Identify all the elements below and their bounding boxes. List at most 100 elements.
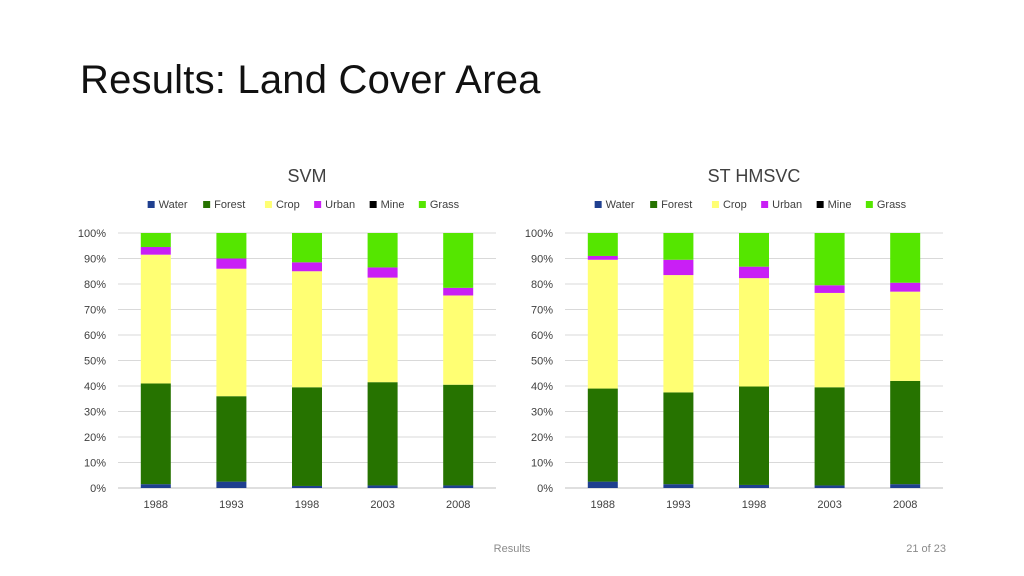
x-tick-label: 1988 — [144, 499, 168, 511]
bar-crop-2003 — [367, 277, 398, 383]
bar-crop-1993 — [216, 268, 247, 397]
legend-item-water: Water — [147, 199, 188, 211]
bar-water-2003 — [814, 485, 845, 488]
legend-label-mine: Mine — [381, 199, 405, 211]
page-number: 21 of 23 — [906, 543, 946, 555]
bar-water-2008 — [890, 484, 921, 488]
bar-forest-2003 — [367, 382, 398, 486]
bar-grass-1998 — [292, 233, 322, 263]
legend-item-crop: Crop — [264, 199, 300, 211]
legend-label-water: Water — [159, 199, 188, 211]
bar-crop-2008 — [890, 291, 921, 381]
slide-title: Results: Land Cover Area — [80, 58, 541, 102]
bar-forest-1998 — [739, 386, 769, 485]
x-tick-label: 2003 — [817, 499, 841, 511]
legend-swatch-grass — [865, 201, 873, 208]
legend-label-grass: Grass — [430, 199, 460, 211]
bar-forest-1993 — [663, 392, 694, 485]
y-tick-label: 60% — [84, 330, 106, 342]
bar-water-1998 — [739, 484, 769, 488]
bar-urban-1988 — [587, 255, 618, 260]
legend-swatch-water — [147, 201, 155, 208]
legend-swatch-forest — [203, 201, 211, 208]
y-tick-label: 80% — [84, 279, 106, 291]
legend-item-crop: Crop — [711, 199, 747, 211]
legend-item-forest: Forest — [650, 199, 692, 211]
bar-forest-1993 — [216, 396, 247, 482]
bar-urban-1998 — [739, 266, 769, 279]
y-tick-label: 40% — [531, 381, 553, 393]
legend-label-forest: Forest — [661, 199, 692, 211]
x-tick-label: 1993 — [219, 499, 243, 511]
bar-water-1988 — [587, 481, 618, 488]
x-tick-label: 1988 — [591, 499, 615, 511]
bar-water-1993 — [216, 481, 247, 488]
y-tick-label: 20% — [531, 432, 553, 444]
chart-svm: SVM Water Forest Crop Urban Mine Grass 0% 10% 20%… — [68, 160, 508, 520]
y-tick-label: 10% — [84, 458, 106, 470]
legend-item-urban: Urban — [761, 199, 802, 211]
legend-item-mine: Mine — [816, 199, 852, 211]
y-tick-label: 90% — [531, 254, 553, 266]
bar-crop-1998 — [739, 278, 769, 387]
legend-label-urban: Urban — [325, 199, 355, 211]
y-tick-label: 60% — [531, 330, 553, 342]
x-tick-label: 2008 — [893, 499, 917, 511]
legend-item-grass: Grass — [418, 199, 460, 211]
legend-label-mine: Mine — [828, 199, 852, 211]
chart-title: SVM — [287, 166, 326, 186]
x-tick-label: 1998 — [742, 499, 766, 511]
legend-swatch-mine — [369, 201, 377, 208]
bar-forest-1988 — [140, 383, 171, 485]
x-tick-label: 2008 — [446, 499, 470, 511]
bar-forest-2003 — [814, 387, 845, 486]
y-tick-label: 0% — [537, 483, 553, 495]
bar-grass-2008 — [890, 233, 921, 283]
bar-grass-1993 — [216, 233, 247, 259]
legend-label-grass: Grass — [877, 199, 907, 211]
bar-water-1988 — [140, 484, 171, 488]
legend-swatch-mine — [816, 201, 824, 208]
legend-label-crop: Crop — [276, 199, 300, 211]
legend-item-grass: Grass — [865, 199, 907, 211]
bar-crop-1998 — [292, 271, 322, 388]
bar-crop-1993 — [663, 275, 694, 393]
y-tick-label: 100% — [78, 228, 106, 240]
bar-urban-2008 — [443, 287, 474, 296]
legend-label-crop: Crop — [723, 199, 747, 211]
bar-forest-2008 — [890, 380, 921, 485]
bar-urban-1993 — [216, 258, 247, 269]
bar-water-2008 — [443, 485, 474, 488]
footer-section-label: Results — [493, 543, 531, 555]
bar-crop-2008 — [443, 295, 474, 385]
y-tick-label: 30% — [84, 407, 106, 419]
chart-svm-svg: SVM Water Forest Crop Urban Mine Grass 0% 10% 20%… — [78, 166, 496, 511]
bar-urban-1993 — [663, 259, 694, 276]
y-tick-label: 40% — [84, 381, 106, 393]
y-tick-label: 30% — [531, 407, 553, 419]
bar-crop-2003 — [814, 292, 845, 388]
x-tick-label: 1993 — [666, 499, 690, 511]
y-tick-label: 70% — [531, 305, 553, 317]
legend-label-urban: Urban — [772, 199, 802, 211]
bar-grass-1988 — [587, 233, 618, 256]
bar-forest-1998 — [292, 387, 322, 486]
legend-swatch-urban — [314, 201, 322, 208]
legend-swatch-crop — [711, 201, 719, 208]
bar-grass-1988 — [140, 233, 171, 248]
y-tick-label: 50% — [84, 356, 106, 368]
bar-water-1993 — [663, 484, 694, 488]
chart-st-hmsvc-svg: ST HMSVC Water Forest Crop Urban Mine Grass 0% 1… — [525, 166, 943, 511]
bar-grass-2008 — [443, 233, 474, 288]
y-tick-label: 10% — [531, 458, 553, 470]
y-tick-label: 50% — [531, 356, 553, 368]
bar-crop-1988 — [587, 259, 618, 389]
y-tick-label: 20% — [84, 432, 106, 444]
legend-item-urban: Urban — [314, 199, 355, 211]
bar-crop-1988 — [140, 254, 171, 384]
bar-grass-2003 — [814, 233, 845, 286]
legend-item-water: Water — [594, 199, 635, 211]
y-tick-label: 70% — [84, 305, 106, 317]
bar-grass-1998 — [739, 233, 769, 267]
